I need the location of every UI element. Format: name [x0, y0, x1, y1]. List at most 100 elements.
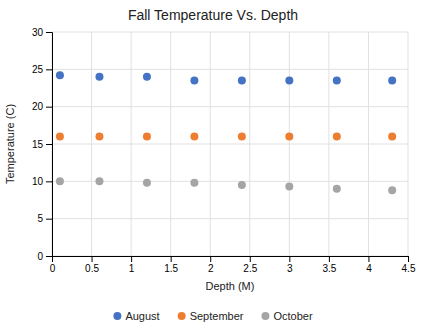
y-tick: 25 [32, 64, 52, 75]
point [238, 133, 246, 141]
chart: 0 0.5 1 1.5 2 2.5 3 3.5 4 4.5 0 5 10 15 20 25 30 Fall Tem… [0, 0, 426, 330]
legend-label: September [190, 310, 244, 322]
grid-line [52, 69, 408, 70]
series [56, 133, 396, 141]
x-tick: 3 [287, 256, 293, 274]
series [56, 71, 396, 84]
point [388, 186, 396, 194]
grid-line [52, 106, 408, 107]
legend-marker [113, 312, 121, 320]
point [190, 179, 198, 187]
grid-line [52, 32, 408, 33]
y-tick: 0 [37, 251, 52, 262]
legend: August September October [113, 310, 313, 322]
y-tick-label: 10 [32, 176, 44, 187]
x-tick: 2 [208, 256, 214, 274]
y-tick-mark [46, 181, 52, 182]
x-tick: 3.5 [322, 256, 336, 274]
grid-line [52, 181, 408, 182]
y-tick-label: 0 [37, 251, 43, 262]
y-tick-label: 30 [32, 27, 44, 38]
y-axis-title: Temperature (C) [4, 104, 16, 184]
title: Fall Temperature Vs. Depth [128, 7, 298, 23]
x-axis: 0 0.5 1 1.5 2 2.5 3 3.5 4 4.5 [50, 256, 416, 274]
x-tick-mark [171, 256, 172, 262]
points [56, 71, 396, 194]
x-tick-mark [92, 256, 93, 262]
x-tick-label: 4.5 [402, 263, 416, 274]
x-tick: 2.5 [243, 256, 257, 274]
point [238, 181, 246, 189]
x-tick: 4 [366, 256, 372, 274]
x-tick-label: 0.5 [85, 263, 99, 274]
x-tick-label: 0 [50, 263, 56, 274]
x-tick-label: 1 [129, 263, 135, 274]
point [143, 73, 151, 81]
y-tick-label: 20 [32, 101, 44, 112]
y-tick: 10 [32, 176, 52, 187]
y-tick-label: 25 [32, 64, 44, 75]
y-tick-mark [46, 69, 52, 70]
y-tick: 20 [32, 101, 52, 112]
x-tick-label: 3.5 [322, 263, 336, 274]
y-tick-mark [46, 219, 52, 220]
point [95, 133, 103, 141]
point [190, 77, 198, 85]
point [238, 77, 246, 85]
grid [52, 32, 408, 256]
point [190, 133, 198, 141]
y-tick-label: 15 [32, 139, 44, 150]
point [333, 185, 341, 193]
x-tick: 0 [50, 256, 56, 274]
y-axis-line [46, 33, 53, 257]
y-tick-mark [46, 144, 52, 145]
legend-marker [261, 312, 269, 320]
point [143, 179, 151, 187]
x-tick-mark [289, 256, 290, 262]
x-tick: 1.5 [164, 256, 178, 274]
x-tick-mark [210, 256, 211, 262]
x-axis-title: Depth (M) [206, 280, 255, 292]
y-tick: 5 [37, 213, 52, 224]
point [388, 77, 396, 85]
grid-line [52, 218, 408, 219]
point [285, 133, 293, 141]
x-tick-mark [329, 256, 330, 262]
point [56, 71, 64, 79]
point [56, 133, 64, 141]
legend-marker [178, 312, 186, 320]
legend-item: August [113, 310, 159, 322]
y-tick-mark [46, 107, 52, 108]
y-tick-label: 5 [37, 213, 43, 224]
x-tick-mark [368, 256, 369, 262]
legend-item: October [261, 310, 312, 322]
point [333, 77, 341, 85]
y-tick: 15 [32, 139, 52, 150]
x-tick-mark [131, 256, 132, 262]
point [95, 177, 103, 185]
y-tick-mark [46, 256, 52, 257]
legend-label: October [273, 310, 312, 322]
legend-label: August [125, 310, 159, 322]
point [285, 77, 293, 85]
legend-item: September [178, 310, 244, 322]
y-tick: 30 [32, 27, 52, 38]
point [56, 177, 64, 185]
plot: 0 0.5 1 1.5 2 2.5 3 3.5 4 4.5 0 5 10 15 20 25 30 [32, 27, 416, 274]
x-tick-label: 2.5 [243, 263, 257, 274]
x-tick-label: 1.5 [164, 263, 178, 274]
point [333, 133, 341, 141]
x-tick-mark [250, 256, 251, 262]
x-tick: 1 [129, 256, 135, 274]
x-tick-label: 4 [366, 263, 372, 274]
x-tick-mark [408, 256, 409, 262]
grid-line [52, 144, 408, 145]
x-tick: 4.5 [402, 256, 416, 274]
point [143, 133, 151, 141]
point [285, 183, 293, 191]
y-axis: 0 5 10 15 20 25 30 [32, 27, 53, 262]
y-tick-mark [46, 32, 52, 33]
series [56, 177, 396, 194]
x-tick: 0.5 [85, 256, 99, 274]
x-tick-label: 2 [208, 263, 214, 274]
